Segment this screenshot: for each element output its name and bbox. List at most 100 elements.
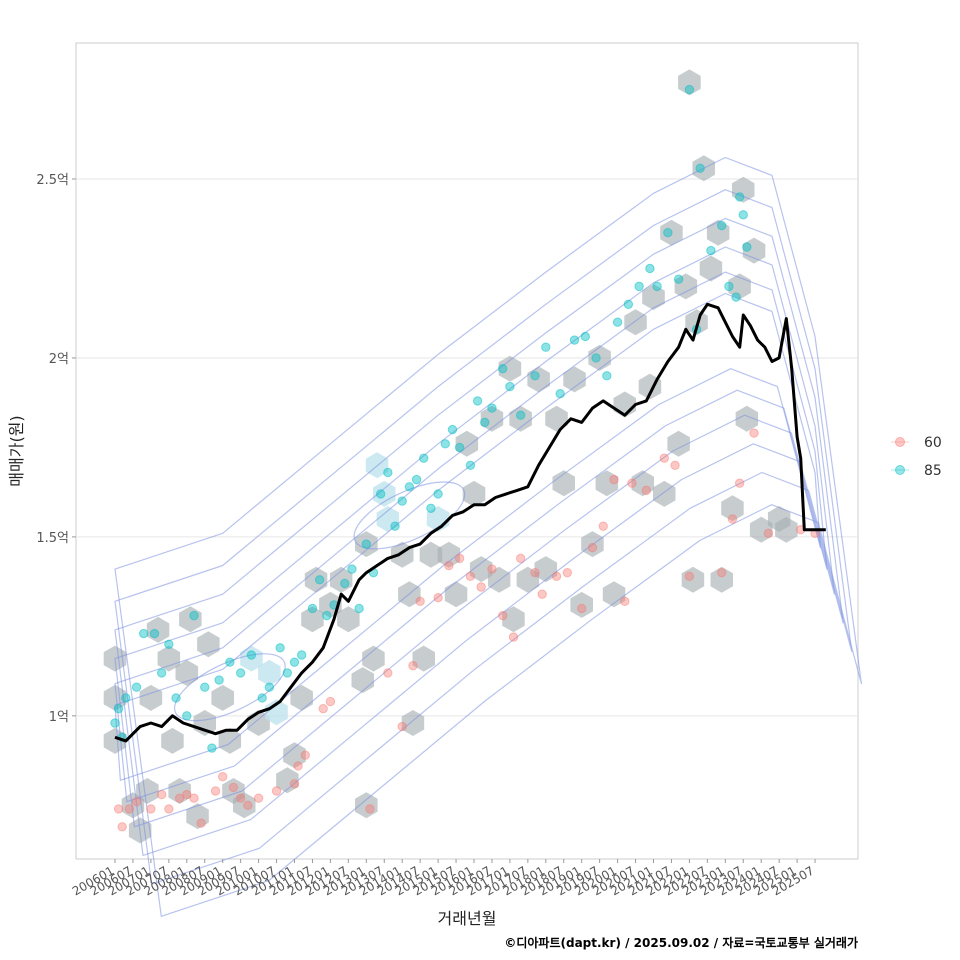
point-60 xyxy=(397,721,407,732)
point-60 xyxy=(562,567,573,578)
point-60 xyxy=(498,610,508,621)
hexbin-cell xyxy=(721,495,744,522)
point-60 xyxy=(444,560,454,571)
point-85 xyxy=(110,718,120,728)
point-60 xyxy=(174,793,185,803)
hexbin-cell xyxy=(710,566,733,593)
hexbin-cell xyxy=(283,742,306,769)
density-contour-inner-1 xyxy=(353,481,466,550)
point-60 xyxy=(577,603,587,614)
point-85 xyxy=(164,639,174,649)
hexbin-cell xyxy=(749,516,773,543)
hexbin-cell xyxy=(444,581,468,608)
hexbin-cell xyxy=(157,645,181,672)
point-60 xyxy=(415,596,425,607)
point-85 xyxy=(404,482,415,492)
density-contour-4 xyxy=(114,189,853,885)
hexbin-cell xyxy=(563,366,586,393)
point-85 xyxy=(447,424,458,435)
hexbin-cell xyxy=(469,556,493,583)
point-85 xyxy=(433,489,443,499)
point-85 xyxy=(454,442,465,453)
point-60 xyxy=(131,797,142,807)
density-contour-inner-0 xyxy=(173,653,286,722)
hexbin-cell xyxy=(258,659,281,686)
point-60 xyxy=(228,782,239,793)
point-85 xyxy=(275,643,285,653)
point-85 xyxy=(480,417,490,428)
legend-swatch-85 xyxy=(895,465,905,475)
point-85 xyxy=(717,220,727,231)
point-85 xyxy=(440,439,450,449)
point-85 xyxy=(731,292,741,302)
point-85 xyxy=(419,453,429,463)
point-85 xyxy=(390,521,400,531)
hexbin-cell xyxy=(602,581,626,608)
point-60 xyxy=(537,589,547,599)
hexbin-cell xyxy=(233,792,256,819)
hexbin-cell xyxy=(373,480,396,507)
point-85 xyxy=(347,564,357,574)
density-contour-2 xyxy=(114,246,835,828)
hexbin-cell xyxy=(462,480,486,507)
point-60 xyxy=(641,485,652,496)
point-85 xyxy=(214,675,224,685)
hexbin-cell xyxy=(509,405,532,432)
point-60 xyxy=(454,553,465,564)
point-85 xyxy=(131,682,142,692)
hexbin-cell xyxy=(502,606,525,633)
hexbin-cell xyxy=(685,309,708,336)
point-85 xyxy=(383,467,393,478)
hexbin-cell xyxy=(681,566,705,593)
point-85 xyxy=(246,650,257,660)
point-60 xyxy=(156,789,167,800)
hexbin-cell xyxy=(570,591,593,618)
hexbin-cell xyxy=(240,645,263,672)
point-85 xyxy=(113,703,124,714)
point-85 xyxy=(602,371,612,381)
scatter-points xyxy=(110,84,820,832)
point-85 xyxy=(695,163,705,173)
hexbin-cell xyxy=(732,176,755,203)
point-60 xyxy=(408,661,418,671)
point-60 xyxy=(508,632,519,642)
hexbin-cell xyxy=(179,606,202,633)
legend-item-60[interactable]: 60 xyxy=(891,435,942,451)
hexbin-cell xyxy=(527,366,550,393)
y-tick-label-1: 1.5억 xyxy=(36,531,69,546)
point-85 xyxy=(555,389,565,399)
point-85 xyxy=(257,693,267,703)
point-85 xyxy=(235,668,246,678)
hexbin-cell xyxy=(678,69,701,96)
hexbin-cell xyxy=(706,219,730,246)
hexbin-cell xyxy=(437,541,461,568)
point-85 xyxy=(724,281,734,292)
legend-label-85: 85 xyxy=(924,463,942,479)
point-85 xyxy=(139,628,149,639)
y-tick-label-2: 2억 xyxy=(49,352,69,367)
hexbin-cell xyxy=(355,531,378,558)
point-85 xyxy=(742,242,752,252)
legend-item-85[interactable]: 85 xyxy=(891,463,942,479)
point-85 xyxy=(182,711,192,721)
point-60 xyxy=(587,542,598,553)
y-tick-label-0: 1억 xyxy=(49,710,69,725)
point-60 xyxy=(717,567,727,578)
legend: 60 85 xyxy=(891,435,942,479)
point-60 xyxy=(609,474,619,485)
point-60 xyxy=(289,779,300,789)
point-60 xyxy=(124,804,135,814)
y-axis: 1억 1.5억 2억 2.5억 xyxy=(36,173,76,725)
x-axis: 2006012006072007012007072008012008072009… xyxy=(70,859,817,899)
hexbin-cell xyxy=(455,430,479,457)
point-85 xyxy=(541,342,551,352)
density-contours xyxy=(114,156,862,917)
point-60 xyxy=(300,750,310,760)
hexbin-cell xyxy=(329,566,353,593)
point-85 xyxy=(634,281,644,292)
hexbin-cell xyxy=(337,606,360,633)
hexbin-cell xyxy=(218,727,242,754)
point-85 xyxy=(472,396,483,406)
point-85 xyxy=(645,263,655,274)
point-85 xyxy=(121,693,131,703)
